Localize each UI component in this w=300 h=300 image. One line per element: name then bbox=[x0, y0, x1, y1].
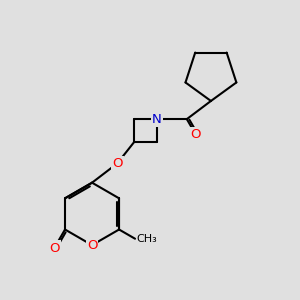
Text: O: O bbox=[112, 157, 123, 170]
Text: CH₃: CH₃ bbox=[136, 234, 157, 244]
Text: N: N bbox=[152, 112, 162, 126]
Text: O: O bbox=[190, 128, 201, 141]
Text: O: O bbox=[49, 242, 60, 254]
Text: O: O bbox=[87, 238, 97, 252]
